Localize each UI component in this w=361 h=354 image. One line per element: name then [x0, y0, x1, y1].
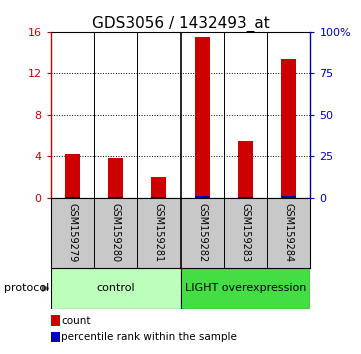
Bar: [281, 59, 296, 198]
Text: LIGHT overexpression: LIGHT overexpression: [185, 283, 306, 293]
Bar: [238, 141, 253, 198]
Bar: [151, 177, 166, 198]
Text: GSM159281: GSM159281: [154, 203, 164, 262]
Bar: [108, 158, 123, 198]
Bar: [195, 196, 210, 198]
Text: count: count: [61, 316, 91, 326]
Bar: [51, 268, 180, 309]
Text: GSM159283: GSM159283: [240, 203, 251, 262]
Text: protocol: protocol: [4, 283, 49, 293]
Bar: [51, 332, 60, 342]
Text: percentile rank within the sample: percentile rank within the sample: [61, 332, 237, 342]
Bar: [51, 315, 60, 326]
Bar: [65, 154, 80, 198]
Title: GDS3056 / 1432493_at: GDS3056 / 1432493_at: [92, 16, 269, 32]
Text: GSM159279: GSM159279: [67, 203, 77, 262]
Bar: [281, 196, 296, 198]
Text: GSM159284: GSM159284: [284, 203, 294, 262]
Text: GSM159280: GSM159280: [110, 203, 121, 262]
Text: control: control: [96, 283, 135, 293]
Text: GSM159282: GSM159282: [197, 203, 207, 262]
Bar: [180, 268, 310, 309]
Bar: [195, 37, 210, 198]
